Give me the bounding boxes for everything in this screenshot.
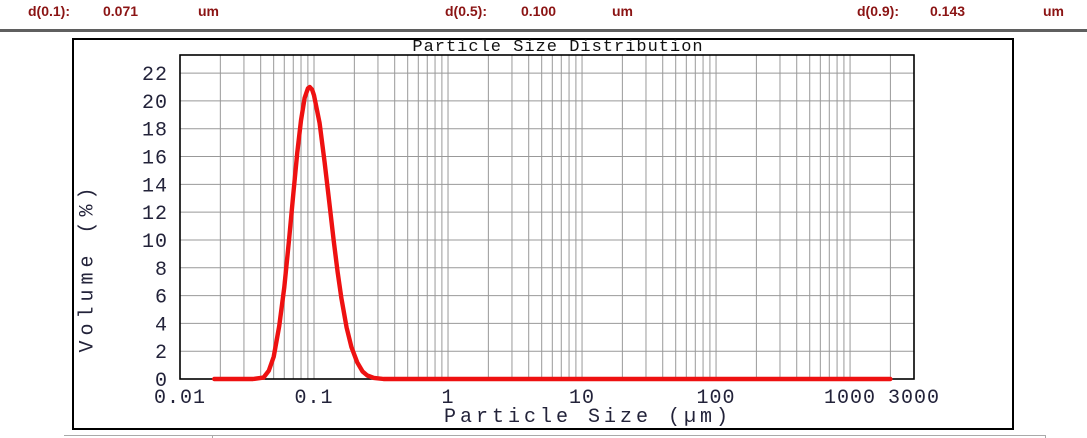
d50-unit: um — [612, 3, 633, 19]
svg-text:22: 22 — [142, 64, 168, 87]
svg-text:0.01: 0.01 — [154, 387, 206, 410]
d10-unit: um — [198, 3, 219, 19]
next-section-tick — [212, 435, 213, 438]
x-axis-label: Particle Size (µm) — [443, 406, 733, 429]
header-divider-line — [0, 29, 1087, 32]
d90-value: 0.143 — [930, 3, 966, 19]
svg-text:0.1: 0.1 — [295, 387, 334, 410]
svg-text:1: 1 — [442, 387, 455, 410]
svg-text:10: 10 — [142, 231, 168, 254]
svg-text:6: 6 — [155, 287, 168, 310]
svg-text:0: 0 — [155, 370, 168, 393]
d50-value: 0.100 — [521, 3, 557, 19]
chart-frame: Particle Size Distribution 0 2 4 6 8 10 12 14 16… — [72, 38, 1014, 430]
chart-title: Particle Size Distribution — [412, 38, 704, 57]
next-section-top-edge — [64, 435, 1046, 436]
next-section-tick — [1045, 435, 1046, 438]
svg-text:10: 10 — [569, 387, 595, 410]
svg-text:12: 12 — [142, 203, 168, 226]
svg-text:4: 4 — [155, 314, 168, 337]
d50-label: d(0.5): — [445, 3, 487, 19]
svg-text:8: 8 — [155, 259, 168, 282]
svg-text:1000: 1000 — [824, 387, 876, 410]
y-axis-label: Volume (%) — [76, 182, 100, 353]
svg-text:18: 18 — [142, 120, 168, 143]
d10-value: 0.071 — [103, 3, 139, 19]
svg-text:3000: 3000 — [888, 387, 940, 410]
svg-text:2: 2 — [155, 342, 168, 365]
svg-text:100: 100 — [697, 387, 736, 410]
distribution-plot: 0 2 4 6 8 10 12 14 16 18 20 22 0.01 0.1 1 10 100 1000 3000 — [142, 54, 940, 410]
d90-unit: um — [1043, 3, 1064, 19]
svg-text:16: 16 — [142, 148, 168, 171]
d90-label: d(0.9): — [857, 3, 899, 19]
d10-label: d(0.1): — [28, 3, 70, 19]
svg-text:14: 14 — [142, 175, 168, 198]
svg-text:20: 20 — [142, 92, 168, 115]
